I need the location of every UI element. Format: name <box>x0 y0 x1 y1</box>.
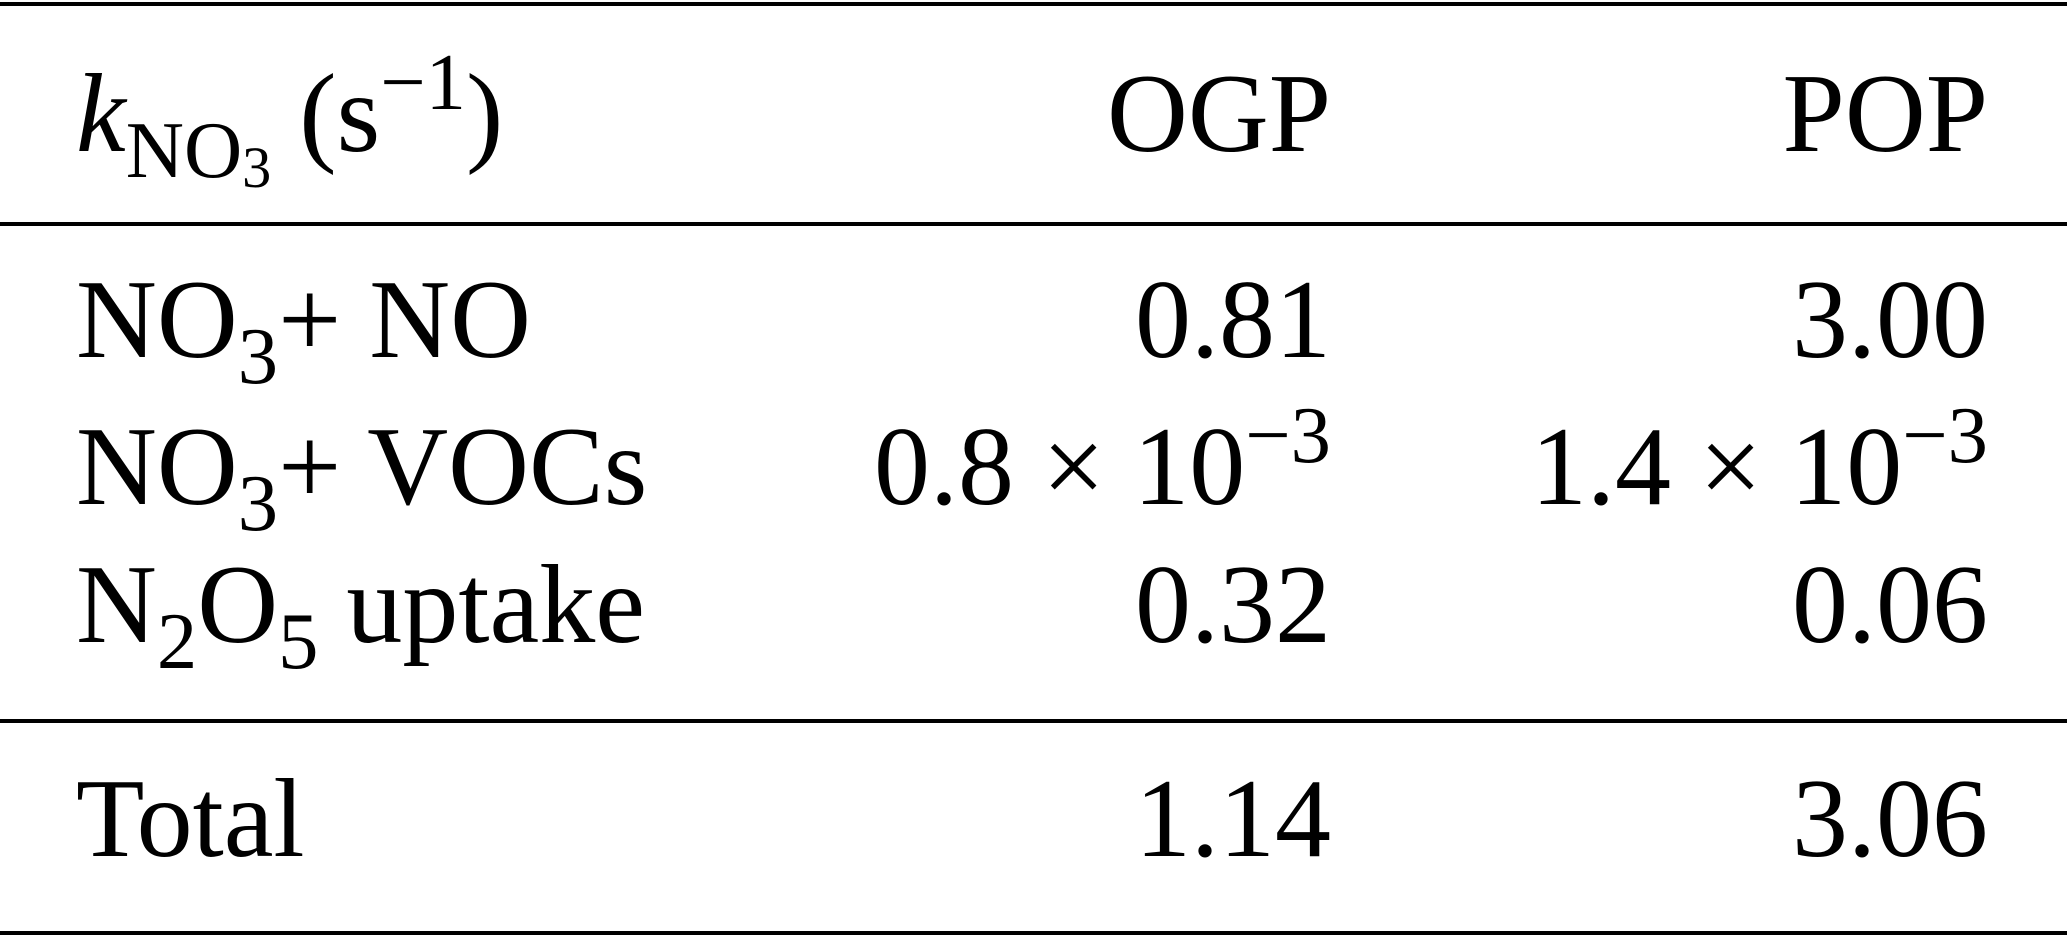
text-segment: O <box>197 543 279 667</box>
total-cell: 3.06 <box>1792 757 1988 881</box>
body-cell: 0.81 <box>1135 258 1331 382</box>
body-cell: NO3+ VOCs <box>76 411 647 548</box>
total-cell: 1.14 <box>1135 757 1331 881</box>
text-segment: 3 <box>237 311 279 401</box>
body-cell: 0.8 × 10−3 <box>700 391 1331 523</box>
text-segment: + NO <box>278 258 532 382</box>
header-cell: kNO3 (s−1) <box>76 38 503 200</box>
text-segment: (s <box>271 52 381 176</box>
text-segment: −1 <box>380 38 466 128</box>
total-rule <box>0 719 2067 723</box>
header-cell: POP <box>1782 52 1988 176</box>
bottom-rule <box>0 931 2067 935</box>
total-cell: Total <box>76 757 305 881</box>
body-cell: 0.32 <box>1135 543 1331 667</box>
body-cell: 3.00 <box>1792 258 1988 382</box>
body-cell: 1.4 × 10−3 <box>1357 391 1988 523</box>
text-segment: uptake <box>318 543 645 667</box>
text-segment: 5 <box>278 596 319 686</box>
text-segment: 0.8 × 10 <box>874 405 1246 529</box>
text-segment: N <box>76 543 157 667</box>
text-segment: 3 <box>237 458 279 548</box>
text-segment: −3 <box>1245 391 1331 481</box>
text-segment: −3 <box>1902 391 1988 481</box>
text-segment: NO <box>76 405 238 529</box>
body-cell: N2O5 uptake <box>76 549 645 686</box>
text-segment: + VOCs <box>278 405 648 529</box>
text-segment: 2 <box>156 596 198 686</box>
text-segment: NO <box>76 258 238 382</box>
header-cell: OGP <box>1106 52 1331 176</box>
body-cell: 0.06 <box>1792 543 1988 667</box>
top-rule <box>0 2 2067 6</box>
text-segment: ) <box>465 52 504 176</box>
body-cell: NO3+ NO <box>76 264 531 401</box>
header-rule <box>0 222 2067 226</box>
text-segment: 3 <box>242 135 272 201</box>
text-segment: NO <box>125 105 243 195</box>
text-segment: k <box>76 52 126 176</box>
text-segment: 1.4 × 10 <box>1531 405 1903 529</box>
